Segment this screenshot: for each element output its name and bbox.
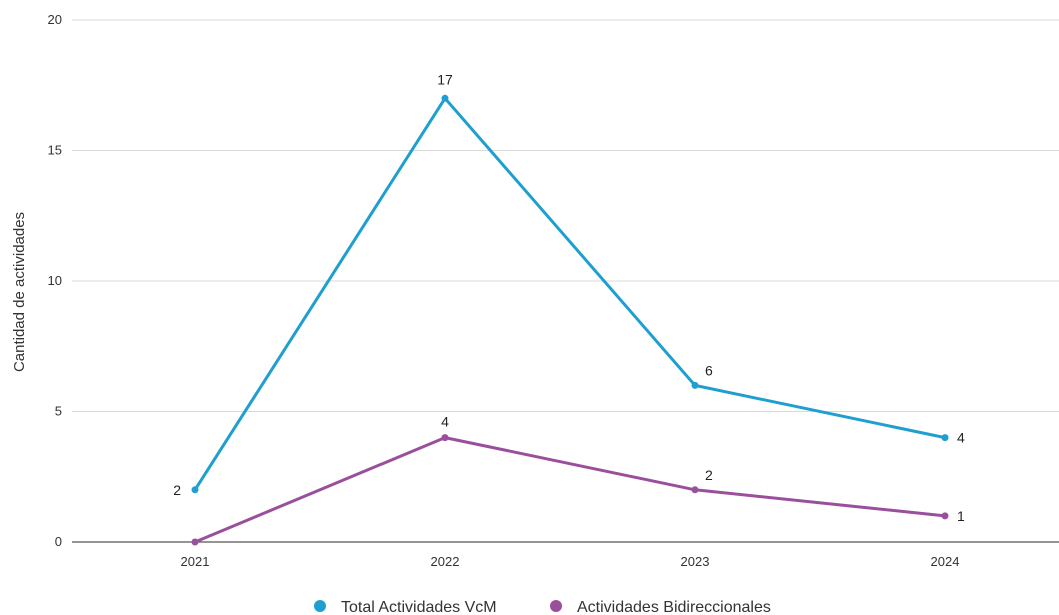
legend-item[interactable]: Total Actividades VcM [314, 599, 497, 615]
data-label: 4 [957, 430, 965, 446]
y-axis-ticks: 0 5 10 15 20 [48, 12, 62, 549]
series-line [194, 436, 946, 544]
y-tick-label: 20 [48, 12, 62, 27]
legend-item[interactable]: Actividades Bidireccionales [550, 599, 771, 615]
data-label: 6 [705, 362, 713, 378]
data-point[interactable] [941, 434, 949, 442]
data-label: 1 [957, 508, 965, 524]
series-group: 2 17 6 4 4 2 1 [173, 71, 965, 546]
data-point[interactable] [191, 486, 199, 494]
grid-lines [72, 19, 1059, 412]
x-tick-label: 2024 [931, 554, 960, 569]
data-label: 2 [173, 482, 181, 498]
data-point[interactable] [691, 486, 699, 494]
x-tick-label: 2021 [181, 554, 210, 569]
legend-marker [550, 600, 562, 612]
data-point[interactable] [691, 381, 699, 389]
series-line [193, 96, 946, 491]
data-label: 4 [441, 414, 449, 430]
y-axis-label: Cantidad de actividades [11, 212, 28, 372]
y-tick-label: 0 [55, 534, 62, 549]
data-point[interactable] [191, 538, 199, 546]
x-tick-label: 2022 [431, 554, 460, 569]
y-tick-label: 10 [48, 273, 62, 288]
y-tick-label: 5 [55, 404, 62, 419]
legend[interactable]: Total Actividades VcM Actividades Bidirec… [314, 599, 771, 615]
legend-label: Actividades Bidireccionales [577, 599, 771, 615]
data-point[interactable] [941, 512, 949, 520]
legend-marker [314, 600, 326, 612]
data-point[interactable] [441, 434, 449, 442]
x-tick-label: 2023 [681, 554, 710, 569]
y-tick-label: 15 [48, 143, 62, 158]
data-point[interactable] [441, 94, 449, 102]
series-2: 4 2 1 [191, 414, 965, 546]
data-label: 17 [437, 71, 453, 87]
legend-label: Total Actividades VcM [341, 599, 497, 615]
data-label: 2 [705, 467, 713, 483]
x-axis-ticks: 2021 2022 2023 2024 [181, 554, 960, 569]
series-1: 2 17 6 4 [173, 71, 965, 498]
